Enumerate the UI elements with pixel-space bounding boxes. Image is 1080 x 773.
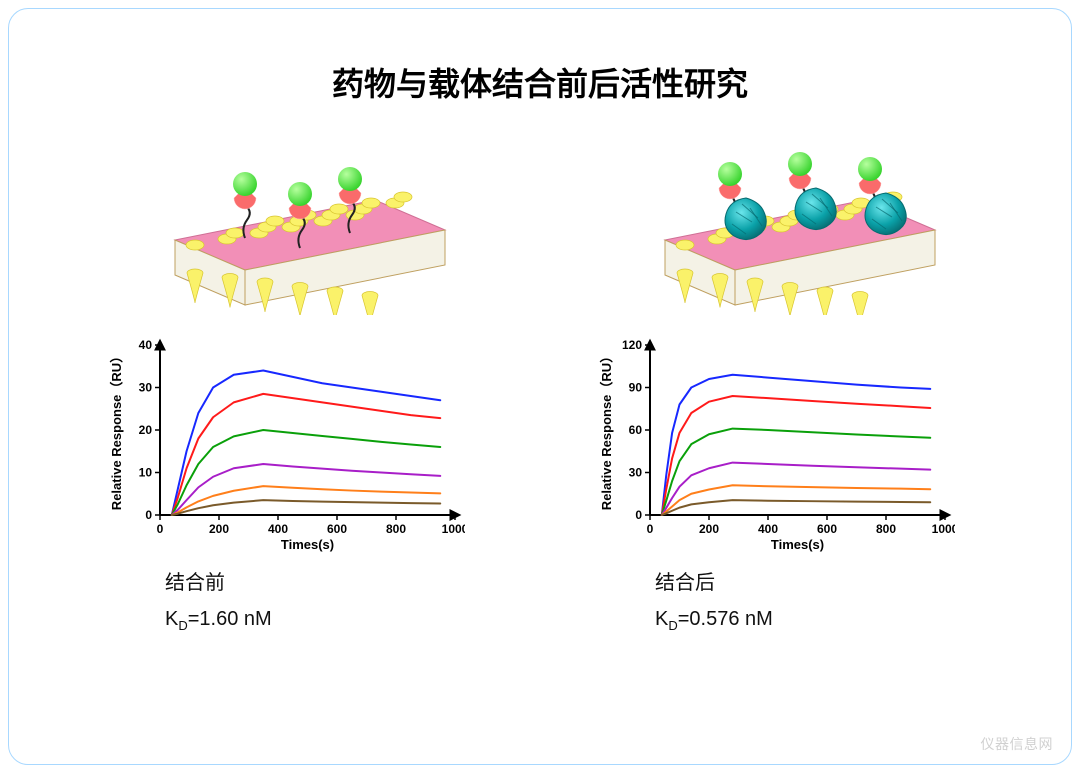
svg-text:Times(s): Times(s) [281, 537, 334, 552]
chart-before: 0 200 400 600 800 1000 0 10 20 30 40 Times(s) Relati… [105, 335, 465, 555]
kd-after: KD=0.576 nM [655, 601, 773, 637]
figure-row: 02004006008001000010203040Times(s)Relati… [69, 145, 1011, 637]
svg-text:Times(s): Times(s) [771, 537, 824, 552]
svg-text:120: 120 [622, 338, 642, 352]
svg-text:600: 600 [817, 522, 837, 536]
svg-text:90: 90 [629, 381, 643, 395]
svg-text:Relative Response（RU）: Relative Response（RU） [599, 350, 614, 510]
svg-text:20: 20 [139, 423, 153, 437]
svg-text:800: 800 [386, 522, 406, 536]
svg-text:60: 60 [629, 423, 643, 437]
svg-text:1000: 1000 [932, 522, 955, 536]
svg-text:40: 40 [139, 338, 153, 352]
watermark: 仪器信息网 [981, 734, 1054, 754]
svg-text:1000: 1000 [442, 522, 465, 536]
svg-text:30: 30 [139, 381, 153, 395]
schematic-before [125, 145, 465, 315]
schematic-after [615, 145, 955, 315]
svg-text:0: 0 [145, 508, 152, 522]
caption-after: 结合后 [655, 565, 773, 601]
page-title: 药物与载体结合前后活性研究 [69, 59, 1011, 105]
svg-text:200: 200 [699, 522, 719, 536]
kd-before: KD=1.60 nM [165, 601, 272, 637]
svg-text:30: 30 [629, 466, 643, 480]
svg-text:200: 200 [209, 522, 229, 536]
svg-text:600: 600 [327, 522, 347, 536]
panel-after: 0 200 400 600 800 1000 0 30 60 90 120 Times(s) Relat… [595, 145, 975, 637]
svg-text:0: 0 [647, 522, 654, 536]
svg-text:Relative Response（RU）: Relative Response（RU） [109, 350, 124, 510]
panel-before: 0 200 400 600 800 1000 0 10 20 30 40 Times(s) Relati… [105, 145, 485, 637]
chart-after: 0 200 400 600 800 1000 0 30 60 90 120 Times(s) Relat… [595, 335, 955, 555]
svg-text:0: 0 [157, 522, 164, 536]
svg-text:400: 400 [268, 522, 288, 536]
svg-text:10: 10 [139, 466, 153, 480]
svg-text:400: 400 [758, 522, 778, 536]
svg-text:800: 800 [876, 522, 896, 536]
svg-text:0: 0 [635, 508, 642, 522]
caption-before: 结合前 [165, 565, 272, 601]
